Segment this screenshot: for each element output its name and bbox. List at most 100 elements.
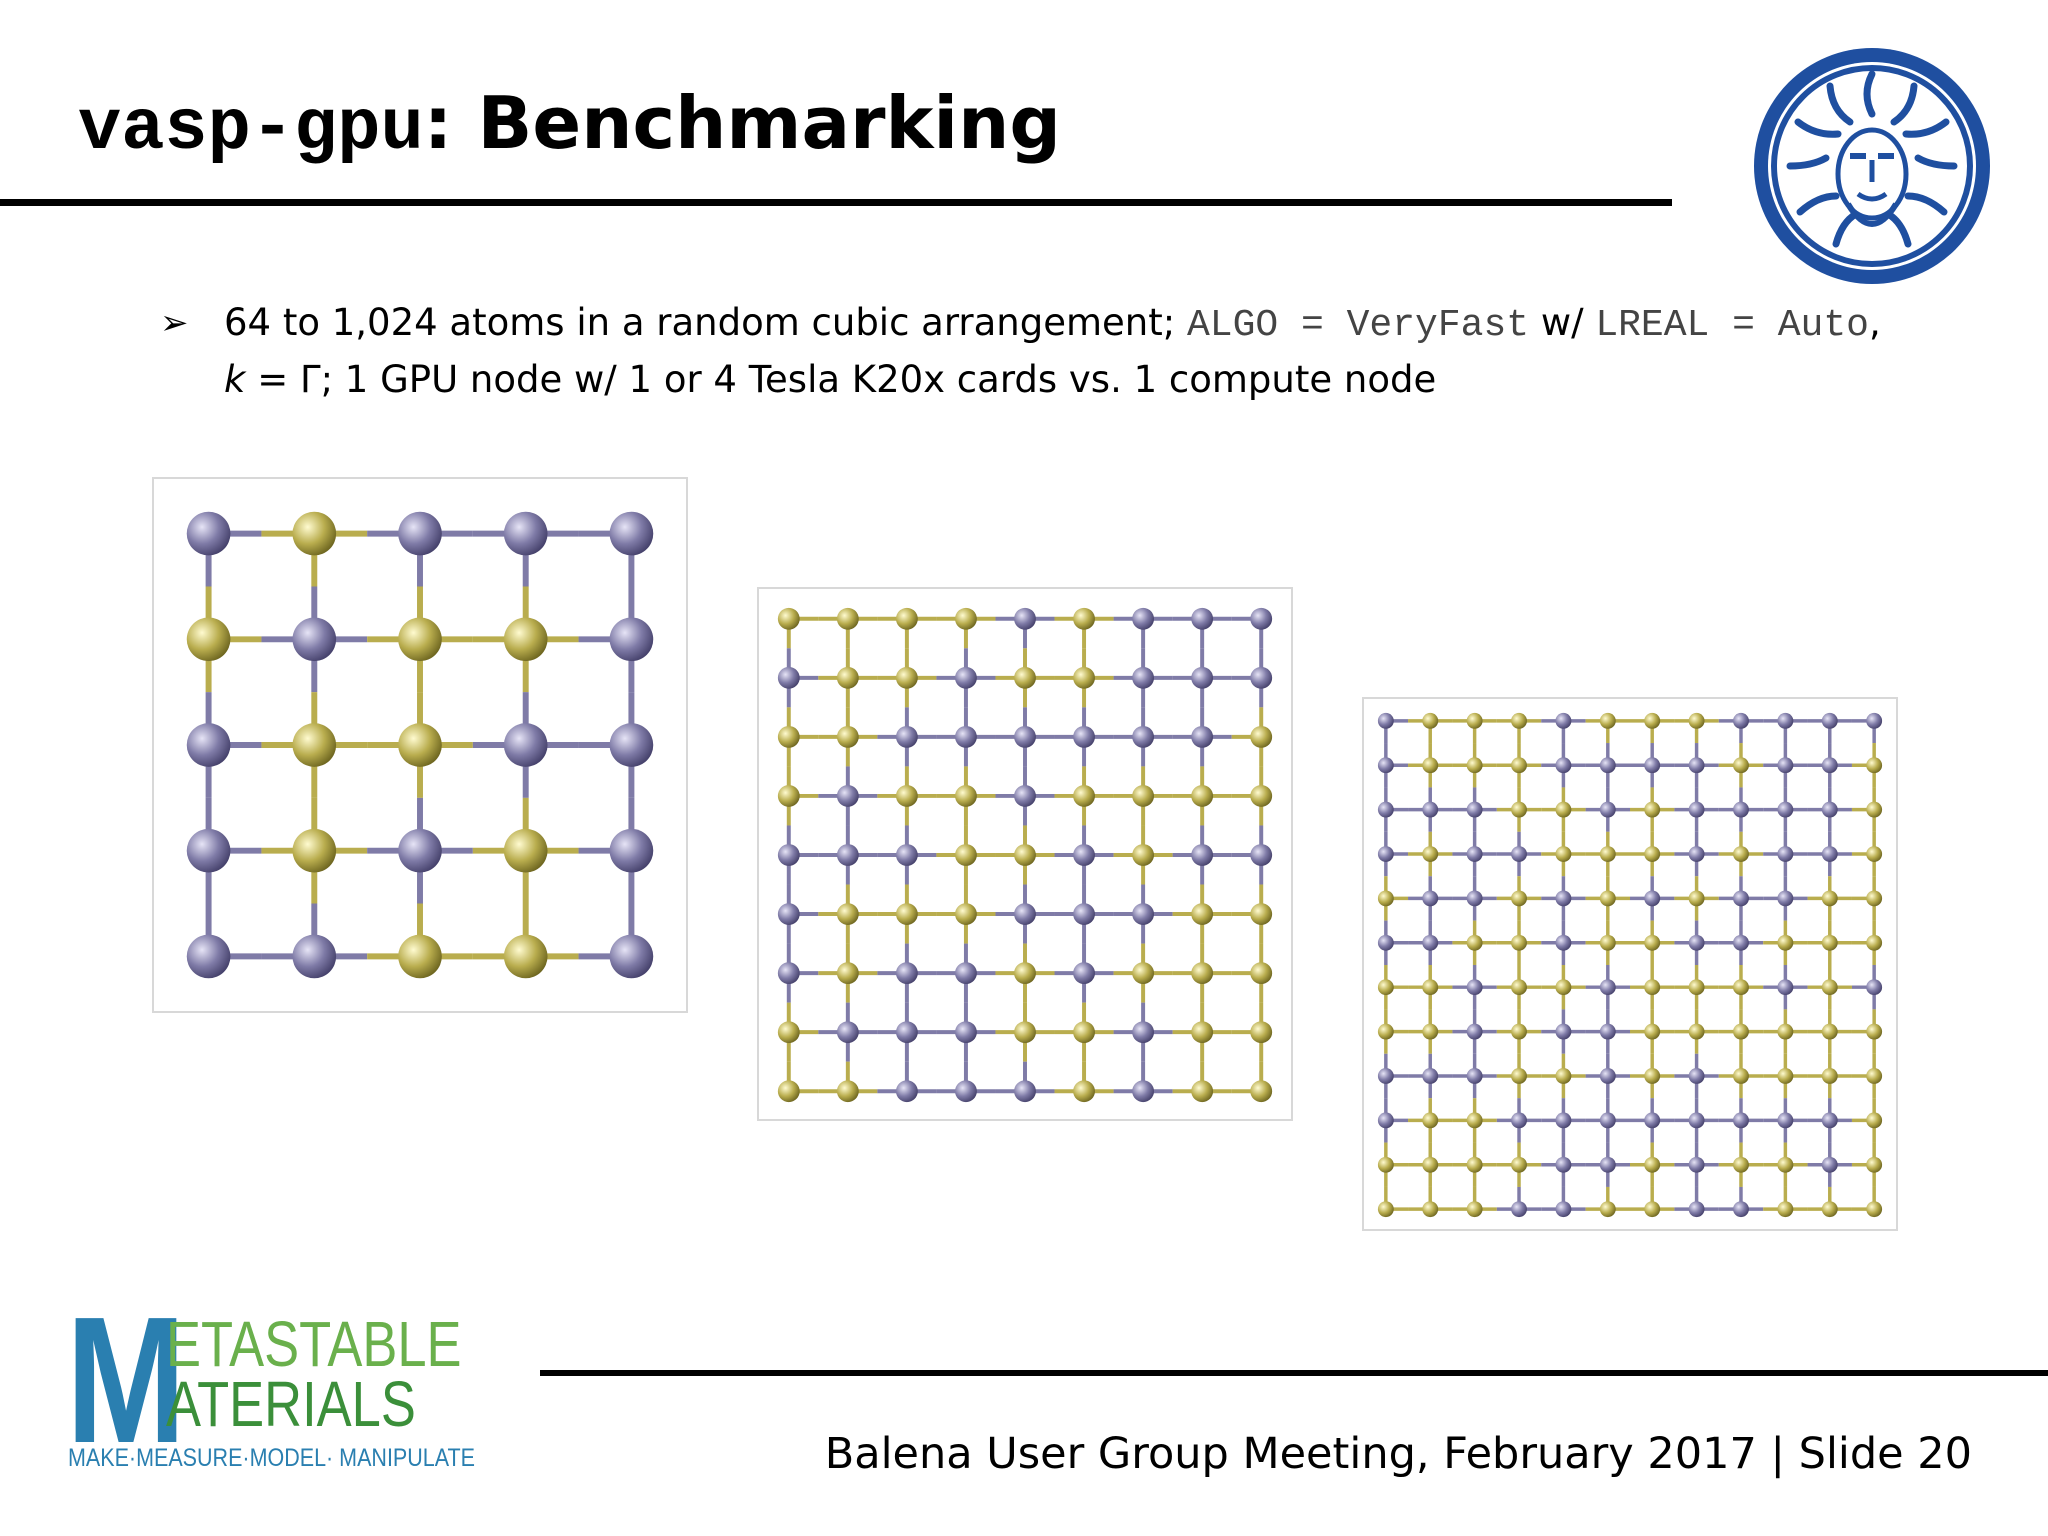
atom-purple xyxy=(398,511,442,556)
atom-purple xyxy=(1599,1068,1616,1084)
atom-purple xyxy=(777,962,800,985)
atom-gold xyxy=(1422,979,1439,996)
atom-gold xyxy=(1250,725,1273,748)
atom-gold xyxy=(1250,962,1273,985)
atom-gold xyxy=(1866,1068,1883,1084)
atom-gold xyxy=(777,785,800,807)
atom-purple xyxy=(1132,903,1155,925)
atom-purple xyxy=(1821,801,1838,818)
atom-gold xyxy=(1422,1201,1439,1218)
atom-purple xyxy=(1422,1068,1439,1084)
atom-gold xyxy=(1511,801,1527,818)
atom-purple xyxy=(1688,1068,1705,1084)
atom-gold xyxy=(503,934,548,979)
atom-gold xyxy=(1191,1021,1214,1044)
atom-purple xyxy=(1555,712,1572,729)
atoms xyxy=(186,511,654,979)
atom-purple xyxy=(1821,757,1838,774)
atom-purple xyxy=(1377,1068,1394,1084)
atom-gold xyxy=(1644,979,1661,996)
atom-gold xyxy=(1555,801,1572,818)
atom-purple xyxy=(1599,1023,1616,1040)
atom-purple xyxy=(1014,903,1036,925)
atom-gold xyxy=(1132,844,1155,866)
atom-gold xyxy=(292,511,337,556)
atom-purple xyxy=(1377,934,1394,951)
atom-purple xyxy=(1777,890,1794,907)
atom-purple xyxy=(1688,801,1705,818)
atom-gold xyxy=(836,962,859,985)
atom-gold xyxy=(1466,757,1483,774)
atom-purple xyxy=(1511,1201,1527,1218)
atom-gold xyxy=(1422,1156,1439,1173)
atom-gold xyxy=(955,903,977,925)
atom-purple xyxy=(1191,607,1214,630)
atom-gold xyxy=(1555,846,1572,862)
atom-purple xyxy=(1014,1080,1036,1103)
atom-purple xyxy=(609,723,654,767)
atom-purple xyxy=(1733,1201,1749,1218)
logo-line2: ATERIALS xyxy=(166,1368,416,1440)
atom-purple xyxy=(1777,757,1794,774)
structure-512-atoms xyxy=(757,587,1293,1121)
atom-gold xyxy=(1422,757,1439,774)
bullet-part4: = Γ; 1 GPU node w/ 1 or 4 Tesla K20x car… xyxy=(245,358,1437,401)
atom-purple xyxy=(186,934,231,979)
atom-gold xyxy=(1866,1201,1883,1218)
atom-gold xyxy=(398,617,442,662)
atom-gold xyxy=(1466,1156,1483,1173)
atom-purple xyxy=(1733,801,1749,818)
atom-gold xyxy=(1644,934,1661,951)
atom-purple xyxy=(895,1021,918,1044)
atom-gold xyxy=(1866,890,1883,907)
bullet-text: 64 to 1,024 atoms in a random cubic arra… xyxy=(224,296,1890,407)
atom-gold xyxy=(292,723,337,767)
atom-gold xyxy=(1866,1023,1883,1040)
atom-gold xyxy=(1777,1201,1794,1218)
atom-purple xyxy=(1688,846,1705,862)
atom-purple xyxy=(955,1021,977,1044)
atom-purple xyxy=(1466,890,1483,907)
atom-purple xyxy=(186,828,231,873)
bullet-part3: , xyxy=(1868,301,1881,344)
atom-purple xyxy=(1688,757,1705,774)
atom-gold xyxy=(1511,934,1527,951)
atom-purple xyxy=(609,828,654,873)
atom-purple xyxy=(1777,846,1794,862)
atom-purple xyxy=(503,723,548,767)
atom-gold xyxy=(1599,846,1616,862)
atom-purple xyxy=(1132,1021,1155,1044)
atom-gold xyxy=(1688,1023,1705,1040)
atom-purple xyxy=(186,723,231,767)
title-underline xyxy=(0,199,1672,206)
atom-gold xyxy=(777,1080,800,1103)
atom-purple xyxy=(1644,890,1661,907)
atom-gold xyxy=(1866,1156,1883,1173)
atom-gold xyxy=(1377,1023,1394,1040)
atom-purple xyxy=(1377,1112,1394,1129)
atom-purple xyxy=(1511,1112,1527,1129)
atom-gold xyxy=(1191,962,1214,985)
atom-gold xyxy=(955,785,977,807)
atom-gold xyxy=(1250,1021,1273,1044)
atom-purple xyxy=(1132,725,1155,748)
atom-gold xyxy=(1644,846,1661,862)
atom-gold xyxy=(1466,712,1483,729)
atom-gold xyxy=(1777,1156,1794,1173)
atom-gold xyxy=(1688,890,1705,907)
atom-purple xyxy=(1132,607,1155,630)
atom-gold xyxy=(777,725,800,748)
atom-purple xyxy=(836,1021,859,1044)
atom-gold xyxy=(1821,1023,1838,1040)
atom-gold xyxy=(1422,846,1439,862)
atom-purple xyxy=(1555,1156,1572,1173)
atom-gold xyxy=(292,828,337,873)
atom-purple xyxy=(609,617,654,662)
atom-gold xyxy=(895,607,918,630)
atom-purple xyxy=(1644,757,1661,774)
atom-gold xyxy=(1466,1112,1483,1129)
atom-purple xyxy=(1688,1201,1705,1218)
atom-purple xyxy=(1466,979,1483,996)
atom-purple xyxy=(777,844,800,866)
atom-gold xyxy=(1866,846,1883,862)
